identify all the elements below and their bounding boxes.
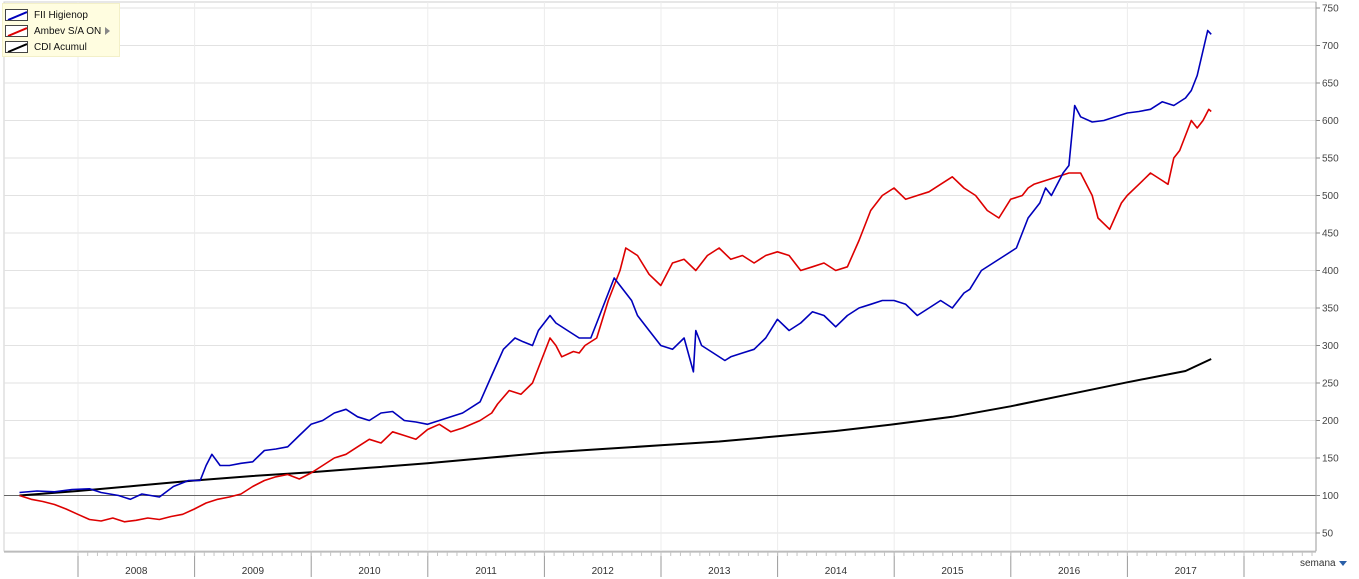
legend-swatch-icon <box>5 25 28 37</box>
series-line-fii-higienop <box>19 29 1212 501</box>
plot-area <box>3 1 1317 552</box>
x-tick-label: 2012 <box>592 566 615 577</box>
axes: 50 100 150 200 250 300 350 400 450 500 550 600 650 70… <box>4 2 1339 577</box>
y-tick-label: 250 <box>1322 379 1339 390</box>
y-tick-label: 100 <box>1322 491 1339 502</box>
x-tick-label: 2010 <box>358 566 381 577</box>
legend-item-fii-higienop[interactable]: FII Higienop <box>5 7 88 23</box>
y-tick-label: 750 <box>1322 4 1339 15</box>
series-line-cdi-acumul <box>19 358 1212 497</box>
expand-arrow-icon[interactable] <box>105 27 111 35</box>
legend-item-ambev[interactable]: Ambev S/A ON <box>5 23 111 39</box>
grid <box>3 1 1317 552</box>
y-tick-label: 700 <box>1322 41 1339 52</box>
y-tick-label: 400 <box>1322 266 1339 277</box>
legend-label: FII Higienop <box>34 9 88 21</box>
y-tick-label: 150 <box>1322 454 1339 465</box>
y-tick-label: 450 <box>1322 229 1339 240</box>
x-tick-label: 2014 <box>825 566 848 577</box>
series-lines <box>19 29 1212 523</box>
legend: FII Higienop Ambev S/A ON CDI Acumul <box>2 3 120 57</box>
legend-item-cdi[interactable]: CDI Acumul <box>5 39 87 55</box>
y-tick-label: 200 <box>1322 416 1339 427</box>
x-tick-label: 2008 <box>125 566 148 577</box>
x-tick-label: 2016 <box>1058 566 1081 577</box>
x-tick-label: 2009 <box>242 566 265 577</box>
x-tick-label: 2013 <box>708 566 731 577</box>
y-tick-label: 300 <box>1322 341 1339 352</box>
y-tick-label: 50 <box>1322 529 1334 540</box>
x-tick-label: 2015 <box>941 566 964 577</box>
legend-swatch-icon <box>5 9 28 21</box>
x-tick-label: 2017 <box>1175 566 1198 577</box>
chevron-down-icon <box>1338 561 1347 566</box>
y-tick-label: 650 <box>1322 79 1339 90</box>
y-tick-label: 600 <box>1322 116 1339 127</box>
frequency-label: semana <box>1300 558 1336 569</box>
frequency-selector[interactable]: semana <box>1300 558 1347 569</box>
y-tick-label: 500 <box>1322 191 1339 202</box>
x-tick-label: 2011 <box>475 566 497 577</box>
y-tick-label: 350 <box>1322 304 1339 315</box>
legend-label: CDI Acumul <box>34 41 87 53</box>
legend-label: Ambev S/A ON <box>34 25 102 37</box>
y-tick-label: 550 <box>1322 154 1339 165</box>
legend-swatch-icon <box>5 41 28 53</box>
